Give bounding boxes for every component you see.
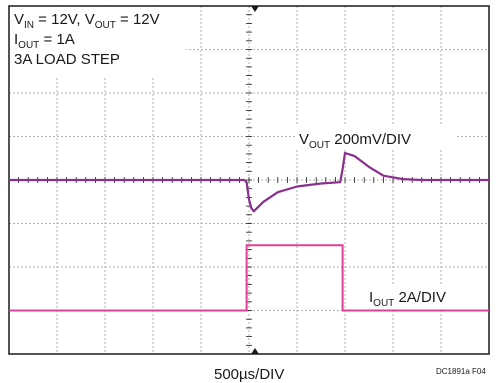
figure-code: DC1891a F04 — [436, 367, 486, 376]
iout-trace-label: IOUT 2A/DIV — [369, 289, 446, 309]
time-scale-label: 500µs/DIV — [214, 366, 285, 383]
annotation-line-3: 3A LOAD STEP — [14, 51, 120, 68]
vout-label-bg — [296, 126, 456, 150]
iout-label-bg — [366, 284, 468, 308]
annotation-box — [10, 7, 186, 77]
vout-trace-label: VOUT 200mV/DIV — [299, 131, 411, 151]
vout-trace — [9, 151, 489, 213]
annotation-line-1: VIN = 12V, VOUT = 12V — [14, 11, 160, 31]
trigger-marker-top — [251, 6, 259, 12]
annotation-line-2: IOUT = 1A — [14, 31, 75, 51]
iout-trace — [9, 244, 489, 312]
trigger-marker-bottom — [251, 348, 259, 354]
